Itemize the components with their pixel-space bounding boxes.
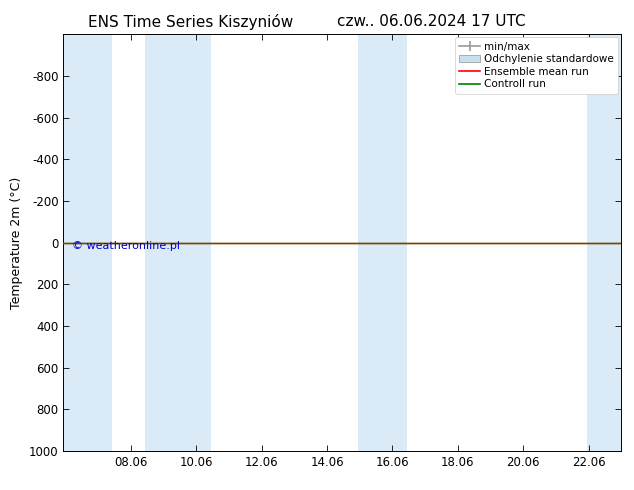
Legend: min/max, Odchylenie standardowe, Ensemble mean run, Controll run: min/max, Odchylenie standardowe, Ensembl…: [455, 37, 618, 94]
Y-axis label: Temperature 2m (°C): Temperature 2m (°C): [10, 176, 23, 309]
Bar: [63, 34, 112, 451]
Bar: [358, 34, 407, 451]
Bar: [145, 34, 210, 451]
Text: czw.. 06.06.2024 17 UTC: czw.. 06.06.2024 17 UTC: [337, 14, 526, 29]
Text: ENS Time Series Kiszyniów: ENS Time Series Kiszyniów: [87, 14, 293, 30]
Bar: [586, 34, 621, 451]
Text: © weatheronline.pl: © weatheronline.pl: [72, 241, 180, 251]
